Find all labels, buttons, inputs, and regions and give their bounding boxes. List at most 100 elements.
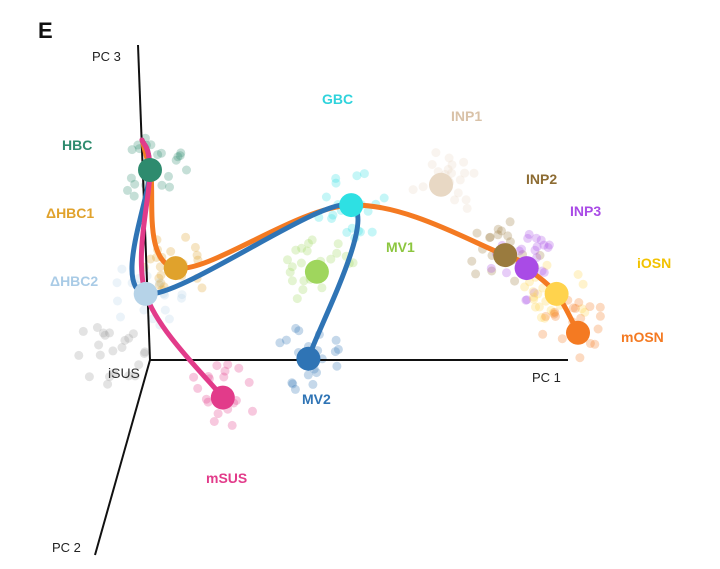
label-hbc: HBC — [62, 137, 92, 153]
cell-dot — [74, 350, 84, 360]
cell-dot — [291, 323, 301, 333]
cell-dot — [123, 185, 132, 195]
cell-dot — [522, 295, 532, 305]
cell-dot — [408, 185, 418, 195]
cell-dot — [520, 282, 530, 292]
cell-dot — [577, 304, 587, 314]
cell-dot — [302, 246, 312, 256]
cell-dot — [505, 217, 515, 227]
cell-dot — [130, 371, 140, 381]
cell-dot — [524, 229, 534, 239]
cell-dot — [317, 283, 327, 293]
centroid-mosn — [566, 320, 590, 345]
centroid-inp3 — [514, 256, 539, 281]
label-iosn: iOSN — [637, 255, 671, 271]
cell-dot — [117, 264, 127, 274]
cell-dot — [197, 283, 207, 293]
cell-dot — [312, 368, 321, 378]
cell-dot — [156, 148, 166, 158]
cell-dot — [275, 338, 285, 348]
cell-dot — [294, 326, 304, 336]
cell-dot — [165, 182, 174, 192]
cell-dot — [538, 283, 548, 293]
cell-dot — [124, 371, 134, 381]
cell-dot — [593, 324, 603, 334]
cell-dot — [219, 372, 229, 382]
cell-dot — [296, 258, 306, 268]
cell-dot — [193, 383, 203, 393]
cell-dot — [331, 178, 341, 188]
cell-dot — [100, 330, 110, 340]
cell-dot — [213, 409, 223, 419]
cell-dot — [92, 323, 102, 332]
pc3-axis-label: PC 3 — [92, 49, 121, 64]
cell-dot — [291, 245, 301, 255]
cell-dot — [328, 210, 338, 220]
label-inp1: INP1 — [451, 108, 482, 124]
cell-dot — [304, 238, 313, 248]
cell-dot — [285, 267, 295, 277]
cell-dot — [447, 168, 456, 178]
pc2-axis-label: PC 2 — [52, 540, 81, 555]
cell-dot — [575, 353, 585, 363]
cell-dot — [156, 278, 166, 288]
cell-dot — [493, 224, 503, 234]
cell-dot — [212, 361, 222, 371]
label-hbc2: ΔHBC2 — [50, 273, 98, 289]
centroid-hbc — [138, 158, 162, 182]
cell-dot — [549, 309, 559, 319]
cell-dot — [299, 276, 309, 286]
cell-dot — [103, 379, 113, 389]
cell-dot — [539, 267, 549, 277]
cell-dot — [201, 394, 211, 404]
cell-dot — [459, 157, 469, 167]
cell-dot — [130, 179, 140, 189]
cell-dot — [455, 175, 465, 185]
cell-dot — [330, 347, 340, 357]
cell-dot — [363, 206, 373, 216]
cell-dot — [177, 290, 187, 300]
pc2-axis-line — [94, 359, 151, 556]
cell-dot — [288, 379, 298, 389]
cell-dot — [176, 148, 186, 158]
cell-dot — [84, 372, 94, 382]
cell-dot — [467, 256, 477, 266]
cell-dot — [175, 151, 185, 161]
cell-dot — [333, 344, 343, 354]
cell-dot — [550, 307, 560, 317]
cell-dot — [431, 148, 441, 158]
cell-dot — [134, 360, 144, 370]
cell-dot — [248, 406, 257, 416]
axes: PC 3 PC 1 PC 2 — [52, 44, 568, 556]
cell-dot — [139, 349, 149, 358]
cell-dot — [156, 270, 166, 280]
cell-dot — [298, 285, 308, 295]
centroid-inp2 — [493, 243, 518, 268]
cell-dot — [485, 232, 495, 242]
label-mv2: MV2 — [302, 391, 331, 407]
cell-dot — [331, 173, 341, 183]
label-gbc: GBC — [322, 91, 353, 107]
cell-dot — [124, 333, 134, 343]
centroid-msus — [210, 385, 235, 410]
cell-dot — [521, 295, 531, 305]
cell-dot — [166, 247, 176, 256]
lineage-curve-sustentacular — [138, 137, 226, 401]
cell-dot — [308, 379, 318, 389]
cell-dot — [234, 363, 244, 373]
cell-dot — [297, 243, 307, 253]
cell-dot — [574, 298, 584, 307]
cell-dot — [548, 308, 558, 318]
cell-dot — [462, 203, 472, 213]
cell-dot — [164, 171, 173, 181]
cell-dot — [155, 262, 165, 272]
cell-dot — [94, 340, 104, 350]
cell-dot — [160, 305, 170, 315]
cell-dot — [460, 168, 470, 178]
cell-dot — [203, 397, 213, 407]
cell-dot — [585, 302, 595, 312]
cell-dot — [116, 312, 125, 322]
cell-dot — [551, 312, 560, 321]
cell-dot — [128, 329, 138, 339]
cell-dot — [531, 233, 541, 243]
